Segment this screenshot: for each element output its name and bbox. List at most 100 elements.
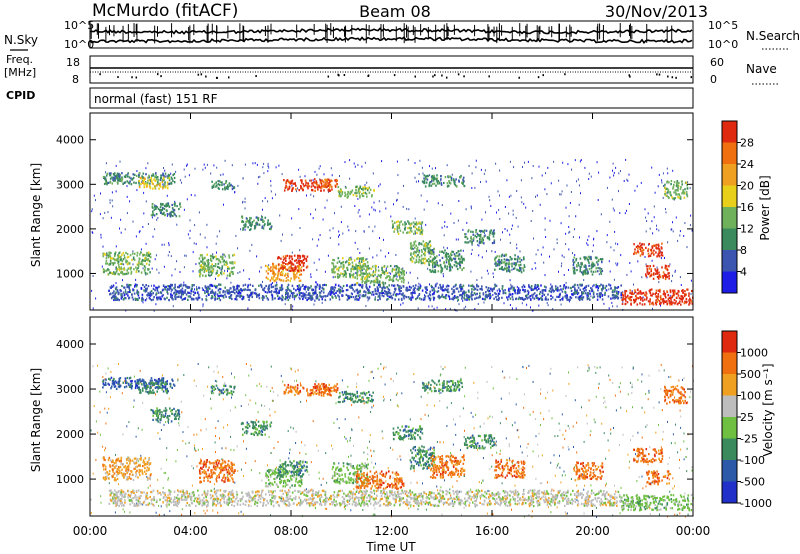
echo-cell — [302, 255, 304, 257]
echo-cell — [319, 186, 321, 188]
echo-cell — [593, 271, 595, 273]
echo-cell — [214, 299, 216, 301]
echo-cell — [223, 183, 225, 185]
echo-cell — [502, 288, 504, 290]
echo-cell — [169, 244, 170, 246]
echo-cell — [118, 257, 120, 259]
echo-cell — [455, 285, 457, 287]
echo-cell — [184, 255, 185, 257]
echo-cell — [691, 290, 693, 292]
echo-cell — [323, 189, 325, 191]
echo-cell — [305, 297, 307, 299]
echo-cell — [185, 176, 186, 178]
echo-cell — [415, 177, 416, 179]
echo-cell — [638, 292, 640, 294]
echo-cell — [306, 260, 308, 262]
echo-cell — [666, 211, 667, 213]
echo-cell — [130, 268, 132, 270]
echo-cell — [472, 172, 473, 174]
echo-cell — [551, 182, 552, 184]
echo-cell — [271, 284, 273, 286]
echo-cell — [665, 268, 667, 270]
date-title: 30/Nov/2013 — [605, 2, 708, 21]
echo-cell — [671, 301, 673, 303]
echo-cell — [658, 254, 660, 256]
echo-cell — [527, 290, 529, 292]
echo-cell — [157, 176, 159, 178]
echo-cell — [614, 249, 615, 251]
echo-cell — [668, 277, 670, 279]
echo-cell — [418, 261, 420, 263]
echo-cell — [617, 243, 618, 245]
echo-cell — [315, 171, 316, 173]
echo-cell — [250, 284, 252, 286]
echo-cell — [574, 267, 576, 269]
echo-cell — [599, 285, 601, 287]
echo-cell — [512, 293, 514, 295]
echo-cell — [444, 234, 445, 236]
echo-cell — [471, 187, 472, 189]
echo-cell — [627, 295, 629, 297]
echo-cell — [181, 292, 183, 294]
echo-cell — [649, 303, 651, 305]
echo-cell — [243, 224, 245, 226]
echo-cell — [285, 263, 287, 265]
echo-cell — [645, 217, 646, 219]
echo-cell — [378, 185, 379, 187]
echo-cell — [560, 285, 562, 287]
echo-cell — [371, 195, 373, 197]
echo-cell — [338, 296, 340, 298]
echo-cell — [493, 273, 494, 275]
echo-cell — [585, 286, 587, 288]
echo-cell — [648, 243, 650, 245]
echo-cell — [211, 285, 213, 287]
echo-cell — [202, 258, 204, 260]
echo-cell — [325, 183, 327, 185]
echo-cell — [446, 253, 448, 255]
echo-cell — [369, 276, 371, 278]
echo-cell — [581, 263, 583, 265]
echo-cell — [650, 292, 652, 294]
echo-cell — [339, 195, 341, 197]
echo-cell — [598, 259, 600, 261]
echo-cell — [116, 165, 117, 167]
echo-cell — [186, 255, 187, 257]
echo-cell — [144, 270, 146, 272]
echo-cell — [506, 259, 508, 261]
echo-cell — [477, 244, 478, 246]
echo-cell — [114, 262, 116, 264]
echo-cell — [287, 263, 289, 265]
echo-cell — [215, 265, 217, 267]
echo-cell — [568, 299, 570, 301]
echo-cell — [472, 249, 473, 251]
echo-cell — [289, 186, 291, 188]
echo-cell — [265, 265, 267, 267]
echo-cell — [575, 296, 577, 298]
echo-cell — [416, 248, 418, 250]
echo-cell — [652, 260, 653, 262]
echo-cell — [280, 267, 282, 269]
echo-cell — [208, 269, 210, 271]
echo-cell — [145, 272, 147, 274]
echo-cell — [500, 239, 501, 241]
echo-cell — [460, 176, 462, 178]
echo-cell — [191, 194, 192, 196]
echo-cell — [320, 165, 321, 167]
echo-cell — [480, 230, 482, 232]
echo-cell — [576, 269, 578, 271]
echo-cell — [349, 193, 351, 195]
echo-cell — [133, 268, 135, 270]
echo-cell — [597, 161, 598, 163]
echo-cell — [448, 291, 449, 293]
echo-cell — [684, 188, 686, 190]
echo-cell — [664, 187, 666, 189]
echo-cell — [482, 239, 484, 241]
echo-cell — [406, 287, 408, 289]
echo-cell — [587, 297, 589, 299]
freq-dot — [328, 76, 330, 78]
echo-cell — [347, 299, 349, 301]
echo-cell — [667, 180, 669, 182]
echo-cell — [513, 289, 515, 291]
echo-cell — [222, 256, 224, 258]
echo-cell — [522, 267, 524, 269]
